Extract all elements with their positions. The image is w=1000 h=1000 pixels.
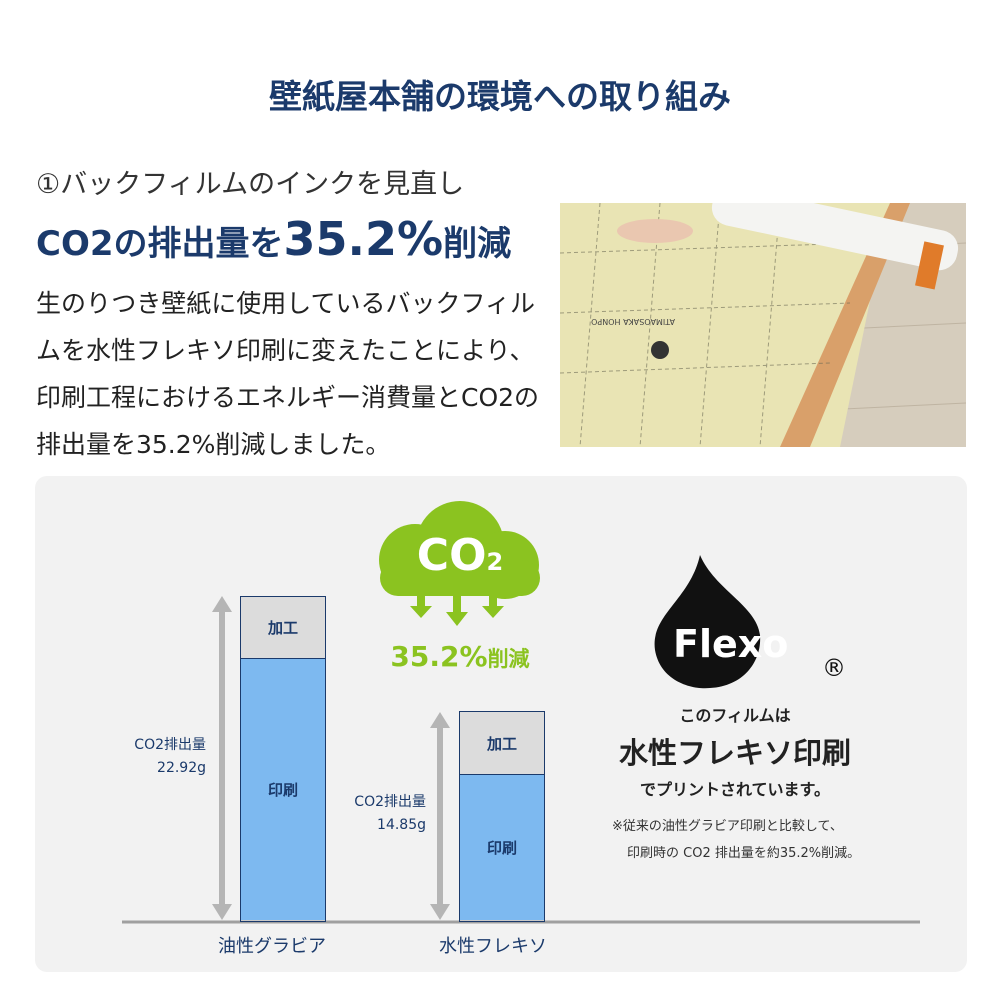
total-label-2: CO2排出量 14.85g xyxy=(354,794,426,833)
category-label: 水性フレキソ xyxy=(439,936,547,957)
flexo-logo-text: Flexo xyxy=(673,622,789,666)
reduction-label: 35.2%削減 xyxy=(390,640,530,673)
total-label-1: CO2排出量 22.92g xyxy=(134,737,206,776)
headline-suffix: 削減 xyxy=(443,224,512,264)
flexo-line2: 水性フレキソ印刷 xyxy=(618,736,851,770)
body-text: 生のりつき壁紙に使用しているバックフィルムを水性フレキソ印刷に変えたことにより、… xyxy=(36,289,540,459)
headline-number: 35.2% xyxy=(283,212,444,266)
cloud-co2-label: CO2 xyxy=(416,530,504,581)
bar-oil-gravure: 加工 印刷 xyxy=(240,596,326,922)
headline-prefix: CO2の排出量を xyxy=(36,224,284,264)
total-arrow-2 xyxy=(430,712,450,920)
flexo-line3: でプリントされています。 xyxy=(640,780,830,799)
registered-mark: ® xyxy=(822,654,846,682)
bar-water-flexo: 加工 印刷 xyxy=(459,711,545,922)
bar-segment-printing: 印刷 xyxy=(241,658,325,920)
page-title: 壁紙屋本舗の環境への取り組み xyxy=(269,77,731,116)
ink-drop-icon xyxy=(654,555,761,689)
section-subtitle: ①バックフィルムのインクを見直し xyxy=(36,169,465,200)
co2-cloud-icon xyxy=(379,501,540,626)
flexo-note1: ※従来の油性グラビア印刷と比較して、 xyxy=(612,819,843,834)
total-arrow-1 xyxy=(212,596,232,920)
bar-segment-printing: 印刷 xyxy=(460,774,544,920)
headline: CO2の排出量を35.2%削減 xyxy=(36,212,511,266)
flexo-line1: このフィルムは xyxy=(679,706,791,725)
product-photo: ATIMAOSAKA HONPO xyxy=(560,203,966,447)
category-label: 油性グラビア xyxy=(218,936,326,957)
flexo-note2: 印刷時の CO2 排出量を約35.2%削減。 xyxy=(627,846,861,861)
photo-print-text: ATIMAOSAKA HONPO xyxy=(591,317,675,326)
bar-segment-processing: 加工 xyxy=(460,712,544,774)
bar-segment-processing: 加工 xyxy=(241,597,325,658)
